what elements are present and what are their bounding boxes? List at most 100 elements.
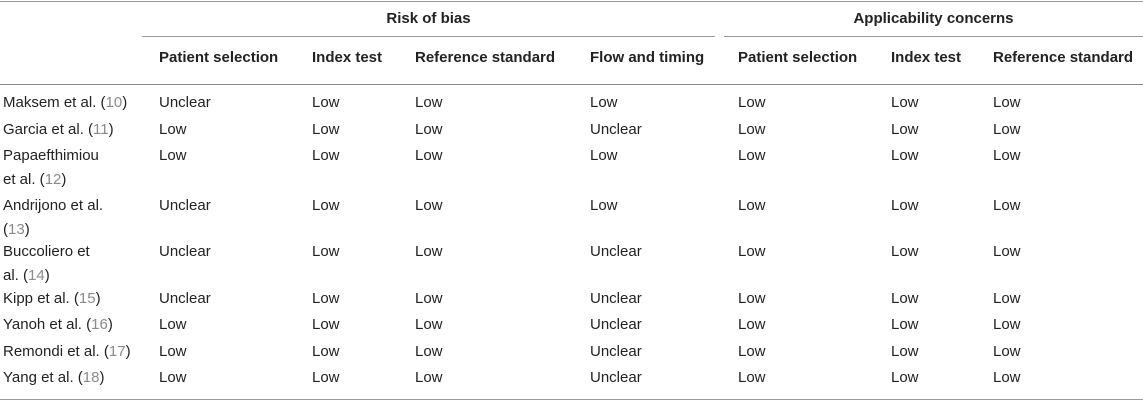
study-name: Yanoh et al. (: [3, 316, 92, 333]
study-name: Buccoliero et al. (: [3, 243, 90, 284]
rating-cell: Low: [415, 343, 443, 360]
rating-cell: Low: [590, 147, 618, 164]
rating-cell: Low: [312, 243, 340, 260]
reference-link[interactable]: 10: [105, 94, 123, 111]
rating-cell: Low: [891, 316, 919, 333]
reference-link[interactable]: 11: [93, 121, 109, 138]
rating-cell: Low: [312, 343, 340, 360]
rating-cell: Low: [993, 147, 1021, 164]
rating-cell: Low: [891, 290, 919, 307]
reference-close: ): [44, 267, 50, 284]
rating-cell: Low: [993, 243, 1021, 260]
rating-cell: Unclear: [159, 94, 211, 111]
rating-cell: Low: [159, 343, 187, 360]
reference-link[interactable]: 15: [78, 290, 96, 307]
study-name-cell: Papaefthimiou et al. (12): [3, 144, 108, 192]
rating-cell: Low: [738, 369, 766, 386]
rating-cell: Low: [738, 147, 766, 164]
study-name-cell: Kipp et al. (15): [3, 287, 145, 311]
study-name: Andrijono et al. (: [3, 197, 104, 238]
rating-cell: Low: [993, 290, 1021, 307]
rating-cell: Low: [590, 94, 618, 111]
rating-cell: Low: [738, 343, 766, 360]
reference-link[interactable]: 17: [108, 343, 126, 360]
rating-cell: Low: [993, 369, 1021, 386]
rating-cell: Low: [891, 147, 919, 164]
rating-cell: Low: [312, 316, 340, 333]
reference-link[interactable]: 12: [44, 171, 62, 188]
reference-link[interactable]: 18: [82, 369, 100, 386]
rating-cell: Low: [415, 121, 443, 138]
bottom-rule: [0, 399, 1143, 400]
rating-cell: Low: [891, 369, 919, 386]
rating-cell: Low: [738, 243, 766, 260]
reference-close: ): [95, 290, 101, 307]
rating-cell: Low: [993, 343, 1021, 360]
rating-cell: Low: [312, 121, 340, 138]
study-name: Yang et al. (: [3, 369, 83, 386]
rating-cell: Unclear: [590, 290, 642, 307]
group-rule-applicability: [724, 36, 1143, 37]
study-name-cell: Maksem et al. (10): [3, 91, 145, 115]
rating-cell: Low: [312, 147, 340, 164]
column-header: Index test: [891, 49, 962, 66]
rating-cell: Low: [738, 290, 766, 307]
column-header: Index test: [312, 49, 383, 66]
rating-cell: Low: [312, 197, 340, 214]
rating-cell: Low: [159, 316, 187, 333]
rating-cell: Low: [312, 94, 340, 111]
study-name-cell: Andrijono et al. (13): [3, 194, 108, 242]
reference-close: ): [24, 221, 30, 238]
reference-close: ): [125, 343, 131, 360]
rating-cell: Low: [159, 121, 187, 138]
rating-cell: Low: [891, 94, 919, 111]
rating-cell: Low: [415, 147, 443, 164]
rating-cell: Low: [590, 197, 618, 214]
study-name-cell: Garcia et al. (11): [3, 118, 145, 142]
study-name-cell: Yang et al. (18): [3, 366, 145, 390]
reference-link[interactable]: 13: [8, 221, 25, 238]
rating-cell: Low: [993, 197, 1021, 214]
rating-cell: Unclear: [590, 316, 642, 333]
rating-cell: Low: [993, 94, 1021, 111]
rating-cell: Low: [738, 316, 766, 333]
reference-close: ): [107, 316, 113, 333]
column-header: Reference standard: [415, 49, 556, 66]
study-name: Remondi et al. (: [3, 343, 109, 360]
study-name-cell: Yanoh et al. (16): [3, 313, 145, 337]
group-rule-risk-of-bias: [142, 36, 715, 37]
study-name: Maksem et al. (: [3, 94, 106, 111]
reference-link[interactable]: 16: [91, 316, 108, 333]
column-header: Reference standard: [993, 49, 1134, 66]
reference-close: ): [108, 121, 114, 138]
group-header-applicability: Applicability concerns: [853, 10, 1014, 27]
rating-cell: Low: [415, 290, 443, 307]
rating-cell: Low: [891, 121, 919, 138]
rating-cell: Low: [891, 197, 919, 214]
top-rule: [0, 1, 1143, 2]
rating-cell: Low: [415, 94, 443, 111]
rating-cell: Unclear: [590, 369, 642, 386]
rating-cell: Low: [738, 121, 766, 138]
rating-cell: Unclear: [590, 343, 642, 360]
reference-close: ): [61, 171, 67, 188]
rating-cell: Low: [312, 369, 340, 386]
column-header: Flow and timing: [590, 49, 705, 66]
rating-cell: Unclear: [590, 243, 642, 260]
reference-link[interactable]: 14: [28, 267, 45, 284]
rating-cell: Low: [891, 243, 919, 260]
study-name-cell: Buccoliero et al. (14): [3, 240, 108, 288]
rating-cell: Unclear: [159, 197, 211, 214]
study-name: Kipp et al. (: [3, 290, 79, 307]
rating-cell: Low: [159, 147, 187, 164]
rating-cell: Low: [993, 316, 1021, 333]
rating-cell: Unclear: [159, 243, 211, 260]
group-header-risk-of-bias: Risk of bias: [386, 10, 471, 27]
study-name: Papaefthimiou et al. (: [3, 147, 99, 188]
reference-close: ): [122, 94, 128, 111]
rating-cell: Low: [415, 369, 443, 386]
rating-cell: Unclear: [159, 290, 211, 307]
column-header: Patient selection: [159, 49, 279, 66]
rating-cell: Low: [993, 121, 1021, 138]
